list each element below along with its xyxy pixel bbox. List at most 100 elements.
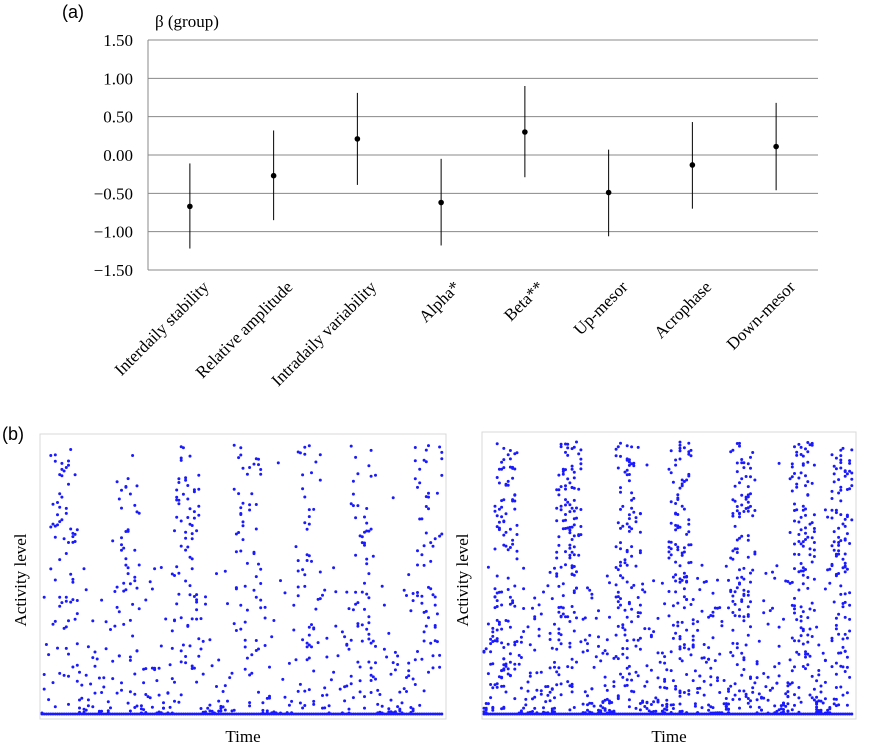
activity-point bbox=[418, 481, 422, 485]
activity-point bbox=[47, 698, 51, 702]
activity-point bbox=[424, 609, 428, 613]
actogram-left: Activity level Time bbox=[11, 433, 447, 746]
activity-point bbox=[195, 600, 199, 604]
activity-point bbox=[575, 570, 578, 574]
activity-point bbox=[806, 576, 810, 579]
activity-point bbox=[493, 504, 497, 508]
activity-point bbox=[115, 691, 119, 695]
activity-point bbox=[157, 693, 161, 697]
activity-point bbox=[843, 469, 847, 473]
activity-point bbox=[572, 545, 576, 549]
activity-point bbox=[526, 680, 530, 684]
activity-point bbox=[564, 498, 567, 502]
activity-point bbox=[674, 712, 678, 716]
activity-point bbox=[848, 459, 852, 463]
estimate-point bbox=[270, 172, 277, 179]
activity-point bbox=[124, 588, 128, 592]
activity-point bbox=[329, 712, 333, 716]
x-axis-label: Time bbox=[225, 727, 260, 746]
activity-point bbox=[206, 706, 210, 710]
activity-point bbox=[208, 638, 212, 642]
activity-point bbox=[676, 620, 680, 624]
activity-point bbox=[746, 509, 750, 513]
activity-point bbox=[502, 458, 506, 462]
activity-point bbox=[508, 465, 512, 469]
activity-point bbox=[56, 501, 59, 504]
activity-point bbox=[687, 518, 691, 522]
activity-point bbox=[508, 449, 512, 452]
activity-point bbox=[806, 460, 810, 464]
activity-point bbox=[528, 643, 532, 647]
activity-point bbox=[674, 573, 678, 577]
activity-point bbox=[793, 472, 796, 475]
activity-point bbox=[572, 706, 576, 709]
activity-point bbox=[301, 473, 305, 477]
activity-point bbox=[374, 473, 377, 477]
activity-point bbox=[834, 616, 838, 620]
activity-point bbox=[433, 537, 437, 541]
activity-point bbox=[663, 679, 667, 683]
activity-point bbox=[643, 684, 647, 688]
activity-point bbox=[155, 679, 159, 683]
activity-point bbox=[67, 463, 70, 467]
activity-point bbox=[385, 655, 389, 659]
plot-frame bbox=[39, 433, 447, 720]
activity-point bbox=[250, 712, 254, 716]
activity-point bbox=[186, 624, 190, 628]
activity-point bbox=[135, 510, 139, 514]
activity-point bbox=[660, 712, 664, 716]
activity-point bbox=[839, 539, 843, 543]
activity-point bbox=[738, 706, 741, 710]
activity-point bbox=[367, 621, 371, 625]
activity-point bbox=[261, 708, 265, 712]
activity-point bbox=[658, 685, 662, 689]
activity-point bbox=[630, 491, 634, 495]
activity-point bbox=[522, 712, 526, 716]
activity-point bbox=[579, 533, 583, 537]
activity-point bbox=[727, 707, 730, 711]
activity-point bbox=[407, 661, 411, 665]
activity-point bbox=[749, 677, 752, 680]
activity-point bbox=[848, 629, 852, 633]
activity-point bbox=[832, 712, 836, 716]
activity-point bbox=[568, 645, 572, 649]
activity-point bbox=[531, 712, 534, 716]
activity-point bbox=[144, 712, 148, 716]
activity-point bbox=[843, 570, 847, 574]
activity-point bbox=[234, 629, 238, 632]
activity-point bbox=[239, 627, 243, 631]
activity-point bbox=[391, 661, 395, 665]
activity-point bbox=[583, 616, 587, 620]
panel-label-b: (b) bbox=[2, 424, 24, 444]
activity-point bbox=[62, 537, 66, 541]
activity-point bbox=[113, 712, 117, 716]
activity-point bbox=[579, 525, 583, 528]
activity-point bbox=[173, 712, 176, 716]
activity-point bbox=[204, 595, 207, 599]
activity-point bbox=[307, 554, 311, 558]
activity-point bbox=[184, 548, 188, 552]
activity-point bbox=[349, 444, 353, 448]
activity-point bbox=[424, 531, 428, 535]
activity-point bbox=[665, 702, 669, 706]
activity-point bbox=[133, 575, 137, 579]
activity-point bbox=[515, 533, 519, 536]
activity-point bbox=[755, 662, 759, 666]
activity-point bbox=[318, 597, 322, 601]
activity-point bbox=[808, 712, 812, 716]
activity-point bbox=[495, 712, 499, 716]
activity-point bbox=[698, 712, 702, 716]
activity-point bbox=[316, 641, 320, 645]
activity-point bbox=[627, 705, 631, 709]
activity-point bbox=[188, 507, 192, 511]
activity-point bbox=[184, 476, 188, 480]
activity-point bbox=[691, 679, 695, 683]
activity-point bbox=[433, 595, 437, 599]
activity-point bbox=[508, 712, 512, 716]
activity-point bbox=[186, 484, 190, 487]
activity-point bbox=[438, 445, 442, 449]
activity-point bbox=[784, 704, 788, 708]
activity-point bbox=[797, 442, 801, 446]
activity-point bbox=[850, 477, 854, 481]
activity-point bbox=[508, 652, 512, 656]
